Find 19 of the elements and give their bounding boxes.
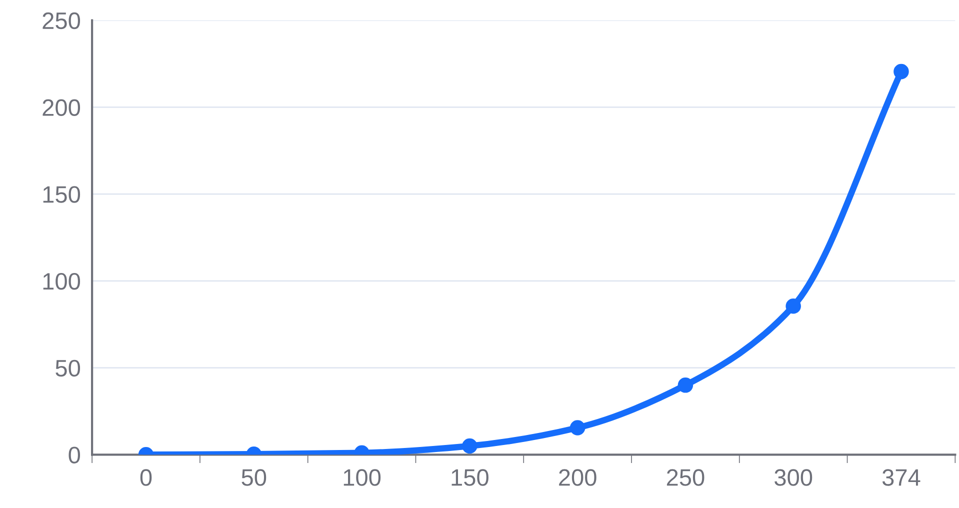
point (462, 438, 478, 454)
x-tick-label: 0 (140, 469, 152, 486)
y-tick-label: 200 (42, 99, 80, 116)
x-tick-label: 250 (666, 469, 704, 486)
x-tick-label: 300 (774, 469, 812, 486)
y-tick-label: 250 (42, 12, 80, 30)
y-tick-label: 100 (43, 272, 80, 290)
x-tick-label: 200 (559, 469, 596, 486)
point (894, 64, 909, 80)
x-tick-label: 50 (242, 469, 266, 486)
x-tick-label: 100 (344, 469, 381, 486)
point (678, 378, 694, 393)
point (570, 420, 586, 436)
y-tick-label: 0 (68, 446, 80, 464)
y-tick-label: 50 (56, 360, 80, 377)
x-tick-label: 374 (882, 469, 920, 486)
y-tick-label: 150 (43, 186, 80, 203)
point (786, 298, 801, 314)
x-tick-label: 150 (452, 469, 488, 486)
